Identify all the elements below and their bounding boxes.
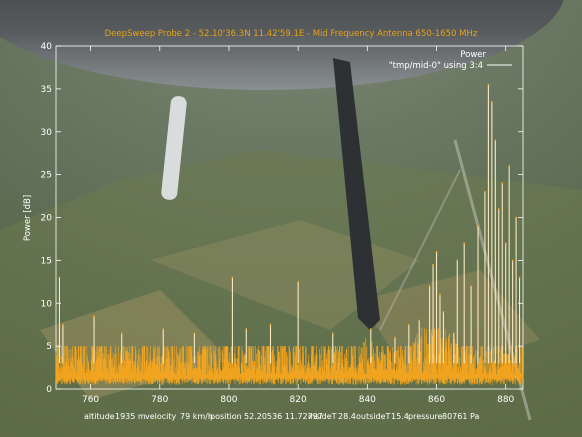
spike-point [432, 263, 434, 266]
velocity-label: velocity [145, 412, 177, 421]
spike-point [58, 276, 61, 279]
spike-point [369, 328, 372, 330]
y-tick-label: 25 [41, 171, 52, 181]
legend-series-label: "tmp/mid-0" using 3:4 [389, 61, 483, 71]
y-tick-label: 20 [41, 214, 53, 224]
spike-point [435, 250, 438, 253]
spike-point [245, 328, 248, 330]
data-marks [55, 83, 524, 385]
outside-temp-value: 15.4 [391, 412, 409, 421]
position-label: position [210, 412, 242, 421]
y-tick-label: 10 [41, 299, 53, 309]
y-tick-label: 30 [41, 128, 53, 138]
spike-point [484, 190, 486, 193]
spike-point [269, 323, 272, 326]
spike-point [231, 276, 234, 279]
spike-point [515, 216, 517, 219]
altitude-label: altitude [84, 412, 115, 421]
spike-point [62, 323, 64, 326]
spike-point [487, 83, 490, 86]
axes: 0 5 10 15 20 25 30 35 40 760 780 800 820 840 860 880 [41, 42, 523, 405]
spike-point [418, 319, 421, 322]
spike-point [463, 242, 466, 245]
inside-temp-label: insideT [308, 412, 337, 421]
spike-point [494, 139, 497, 142]
noise-floor-trace [55, 327, 524, 385]
inside-temp-value: 28.4 [338, 412, 356, 421]
spike-point [456, 259, 459, 262]
telemetry-footer: altitude 1935 m velocity 79 km/h positio… [0, 410, 582, 426]
y-tick-label: 5 [46, 342, 52, 352]
spike-point [331, 332, 334, 335]
y-tick-label: 15 [41, 256, 52, 266]
spike-point [442, 310, 445, 313]
spike-point [477, 225, 479, 227]
spike-point [428, 285, 431, 287]
x-tick-label: 820 [290, 395, 307, 405]
spike-point [501, 182, 504, 185]
x-tick-label: 840 [359, 395, 376, 405]
spike-point [120, 332, 123, 335]
pressure-label: pressure [408, 412, 443, 421]
y-tick-label: 40 [41, 42, 53, 52]
spike-point [504, 242, 507, 245]
y-tick-label: 35 [41, 85, 52, 95]
spike-point [394, 336, 396, 339]
spike-point [93, 315, 95, 318]
chart-title: DeepSweep Probe 2 - 52.10'36.3N 11.42'59… [105, 29, 478, 39]
velocity-value: 79 km/h [180, 412, 213, 421]
x-tick-label: 780 [151, 395, 168, 405]
spike-point [497, 208, 500, 210]
spike-point [407, 323, 410, 326]
spike-point [439, 293, 441, 296]
altitude-value: 1935 m [115, 412, 146, 421]
spike-point [297, 280, 300, 283]
spike-point [162, 328, 165, 330]
plot-frame [55, 45, 524, 390]
spike-point [470, 285, 473, 287]
x-tick-label: 860 [428, 395, 445, 405]
spike-point [508, 165, 511, 167]
y-axis-label: Power [dB] [23, 195, 33, 241]
spike-point [490, 100, 493, 103]
plot-border [55, 45, 524, 390]
position-value: 52.20536 11.72797 [244, 412, 323, 421]
spike-point [452, 332, 455, 335]
spike-point [193, 332, 196, 335]
x-tick-label: 760 [82, 395, 99, 405]
y-tick-label: 0 [46, 385, 52, 395]
legend-title: Power [460, 50, 486, 60]
pressure-value: 80761 Pa [442, 412, 480, 421]
spike-point [511, 259, 514, 262]
x-tick-label: 880 [497, 395, 514, 405]
x-tick-label: 800 [220, 395, 237, 405]
spike-point [518, 276, 521, 279]
outside-temp-label: outsideT [356, 412, 391, 421]
